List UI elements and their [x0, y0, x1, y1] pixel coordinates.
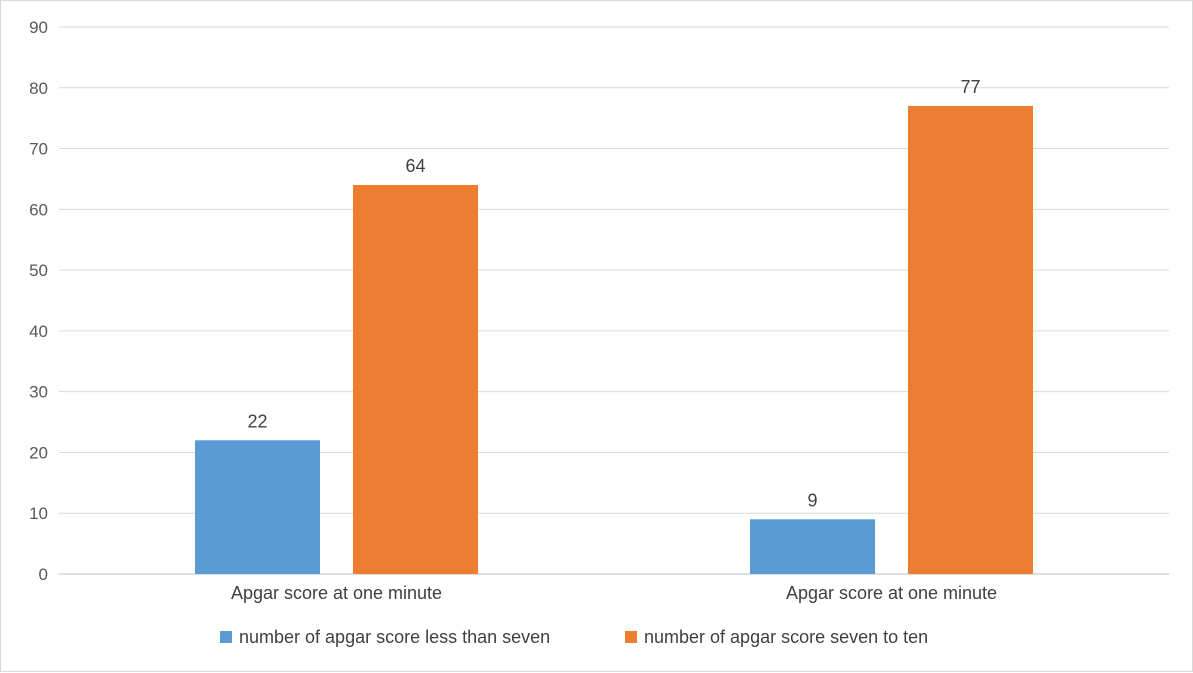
y-tick-label: 20	[29, 443, 48, 462]
x-category-label: Apgar score at one minute	[231, 583, 442, 603]
legend-swatch	[220, 631, 232, 643]
y-tick-label: 70	[29, 140, 48, 159]
bars	[195, 106, 1033, 574]
legend-entry: number of apgar score seven to ten	[644, 627, 928, 647]
bar	[195, 440, 320, 574]
legend-entry: number of apgar score less than seven	[239, 627, 550, 647]
x-category-label: Apgar score at one minute	[786, 583, 997, 603]
y-tick-label: 30	[29, 383, 48, 402]
y-axis-tick-labels: 0 10 20 30 40 50 60 70 80 90	[29, 18, 48, 584]
bar	[353, 185, 478, 574]
bar	[750, 519, 875, 574]
data-label: 22	[247, 411, 267, 431]
data-labels: 22 64 9 77	[247, 77, 980, 510]
legend: number of apgar score less than seven num…	[220, 627, 928, 647]
y-tick-label: 90	[29, 18, 48, 37]
y-tick-label: 60	[29, 200, 48, 219]
y-tick-label: 10	[29, 504, 48, 523]
data-label: 9	[807, 490, 817, 510]
data-label: 64	[405, 156, 425, 176]
bar	[908, 106, 1033, 574]
y-tick-label: 0	[39, 565, 48, 584]
y-tick-label: 50	[29, 261, 48, 280]
data-label: 77	[960, 77, 980, 97]
y-tick-label: 40	[29, 322, 48, 341]
x-axis-category-labels: Apgar score at one minute Apgar score at …	[231, 583, 997, 603]
y-tick-label: 80	[29, 79, 48, 98]
legend-swatch	[625, 631, 637, 643]
